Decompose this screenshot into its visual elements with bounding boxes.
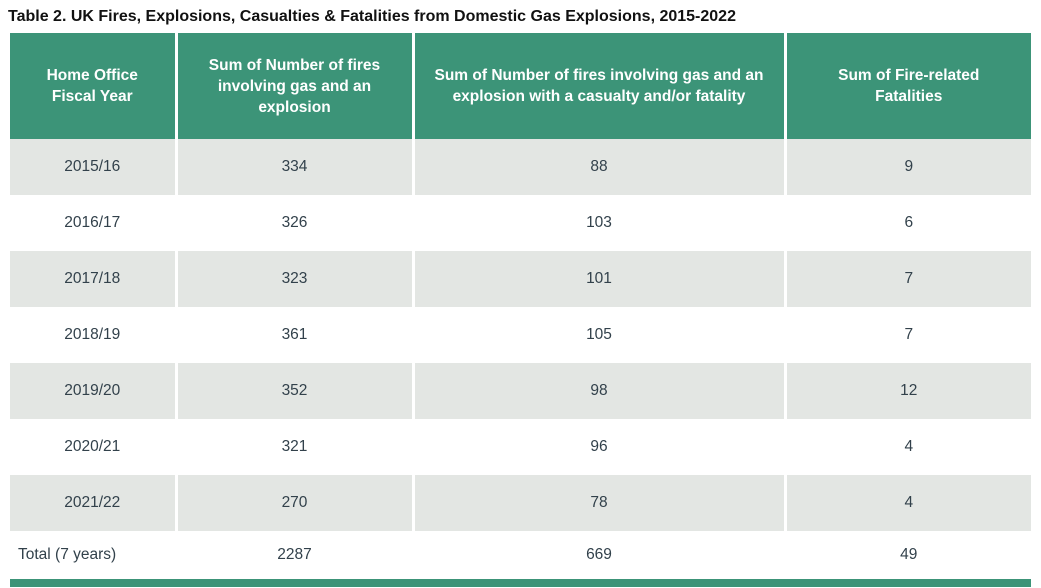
table-row: 2019/20 352 98 12 xyxy=(10,363,1031,419)
table-row: 2018/19 361 105 7 xyxy=(10,307,1031,363)
fires-cell: 270 xyxy=(174,475,413,531)
total-fires-cell: 2287 xyxy=(174,531,413,579)
casualty-fires-cell: 78 xyxy=(411,475,785,531)
fiscal-year-cell: 2018/19 xyxy=(10,307,176,363)
casualty-fires-cell: 96 xyxy=(411,419,785,475)
fires-cell: 334 xyxy=(174,139,413,195)
fires-cell: 361 xyxy=(174,307,413,363)
casualty-fires-cell: 98 xyxy=(411,363,785,419)
fiscal-year-cell: 2019/20 xyxy=(10,363,176,419)
table-total-row: Total (7 years) 2287 669 49 xyxy=(10,531,1031,579)
fires-cell: 352 xyxy=(174,363,413,419)
fires-cell: 321 xyxy=(174,419,413,475)
table-row: 2015/16 334 88 9 xyxy=(10,139,1031,195)
table-row: 2017/18 323 101 7 xyxy=(10,251,1031,307)
fiscal-year-cell: 2021/22 xyxy=(10,475,176,531)
header-casualty-fires: Sum of Number of fires involving gas and… xyxy=(411,33,785,139)
casualty-fires-cell: 103 xyxy=(411,195,785,251)
fiscal-year-cell: 2020/21 xyxy=(10,419,176,475)
table-row: 2020/21 321 96 4 xyxy=(10,419,1031,475)
fiscal-year-cell: 2015/16 xyxy=(10,139,176,195)
fatalities-cell: 6 xyxy=(783,195,1031,251)
fiscal-year-cell: 2017/18 xyxy=(10,251,176,307)
fatalities-cell: 7 xyxy=(783,251,1031,307)
fatalities-cell: 4 xyxy=(783,475,1031,531)
fatalities-cell: 9 xyxy=(783,139,1031,195)
fatalities-cell: 12 xyxy=(783,363,1031,419)
casualty-fires-cell: 105 xyxy=(411,307,785,363)
fiscal-year-cell: 2016/17 xyxy=(10,195,176,251)
fires-cell: 326 xyxy=(174,195,413,251)
data-table: Home Office Fiscal Year Sum of Number of… xyxy=(10,33,1031,579)
fires-cell: 323 xyxy=(174,251,413,307)
table-row: 2021/22 270 78 4 xyxy=(10,475,1031,531)
fatalities-cell: 4 xyxy=(783,419,1031,475)
table-bottom-border xyxy=(10,579,1031,587)
total-label-cell: Total (7 years) xyxy=(10,531,176,579)
header-row: Home Office Fiscal Year Sum of Number of… xyxy=(10,33,1031,139)
casualty-fires-cell: 88 xyxy=(411,139,785,195)
total-casualty-fires-cell: 669 xyxy=(411,531,785,579)
header-fires: Sum of Number of fires involving gas and… xyxy=(174,33,413,139)
casualty-fires-cell: 101 xyxy=(411,251,785,307)
fatalities-cell: 7 xyxy=(783,307,1031,363)
table-row: 2016/17 326 103 6 xyxy=(10,195,1031,251)
total-fatalities-cell: 49 xyxy=(783,531,1031,579)
header-fatalities: Sum of Fire-related Fatalities xyxy=(783,33,1031,139)
header-fiscal-year: Home Office Fiscal Year xyxy=(10,33,176,139)
table-title: Table 2. UK Fires, Explosions, Casualtie… xyxy=(8,8,736,25)
